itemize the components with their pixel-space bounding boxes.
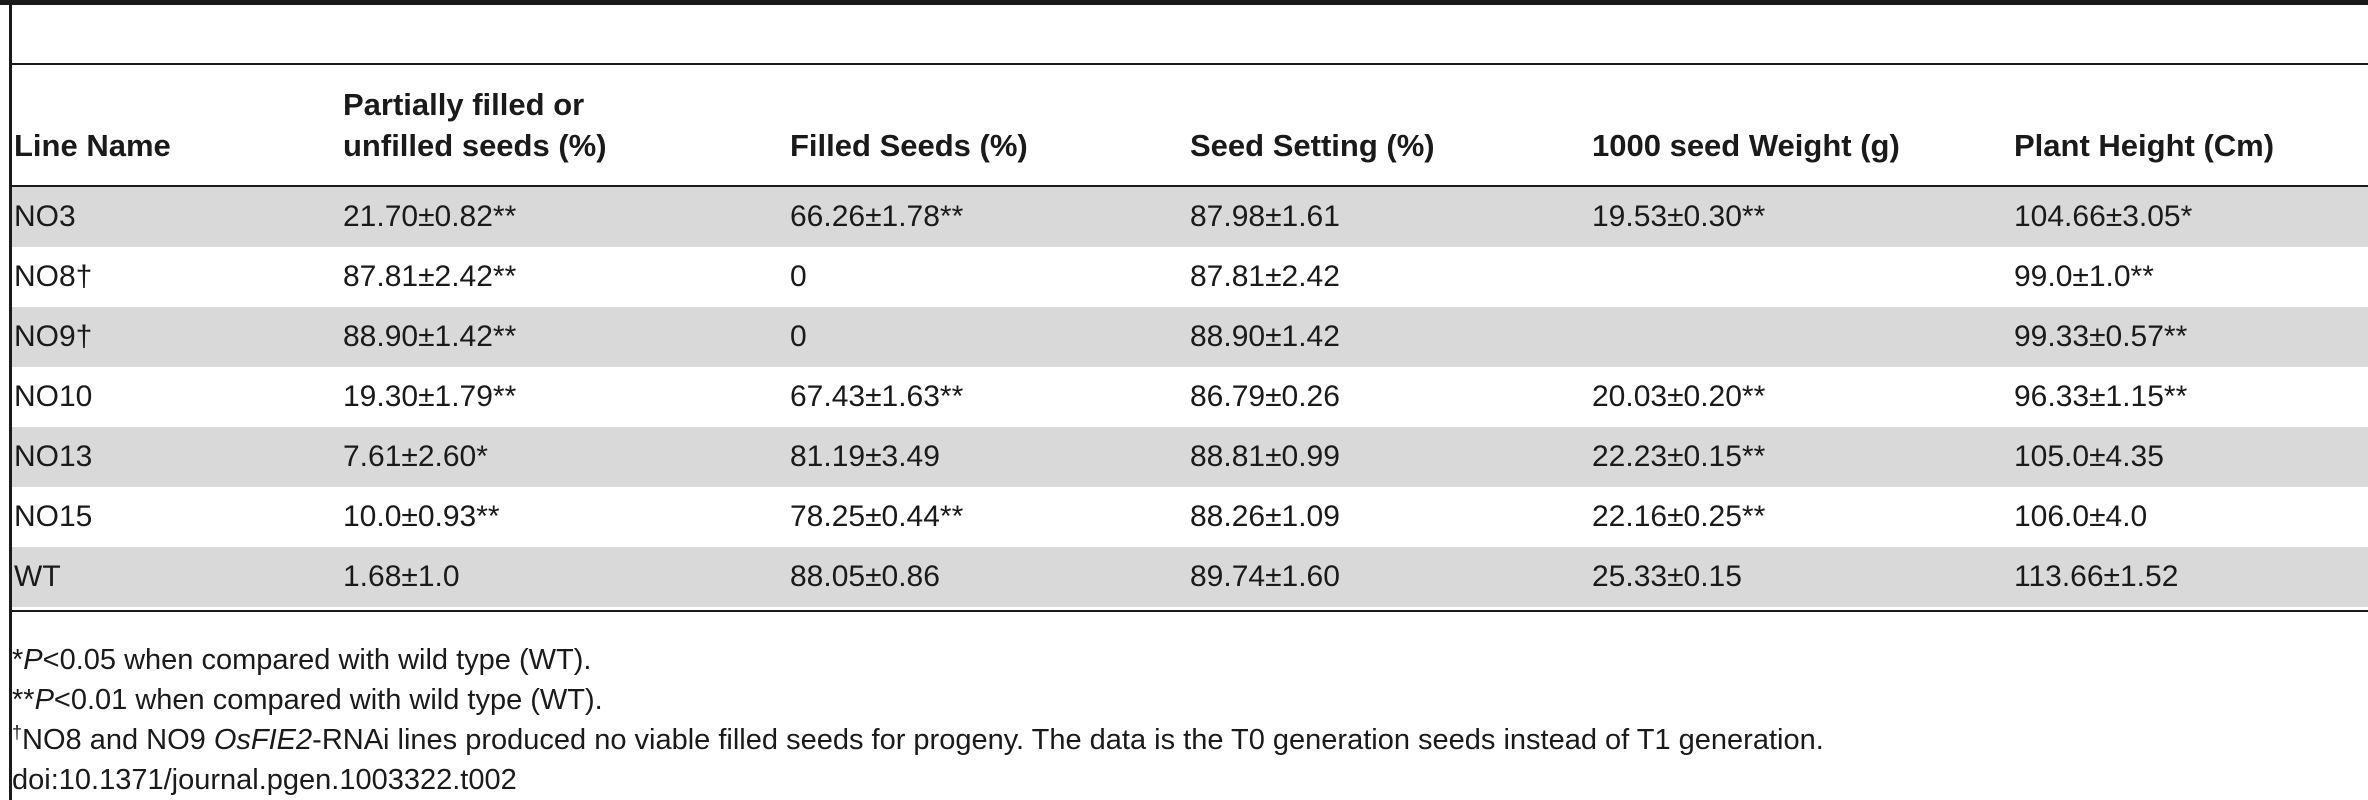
footnote-text: <0.01 when compared with wild type (WT). — [53, 684, 603, 716]
footnote-dagger: †NO8 and NO9 OsFIE2-RNAi lines produced … — [12, 720, 1824, 760]
cell-line-name: NO9† — [14, 320, 93, 353]
cell-filled-seeds: 0 — [790, 260, 807, 293]
header-plant-height: Plant Height (Cm) — [2014, 128, 2275, 163]
cell-filled-seeds: 66.26±1.78** — [790, 200, 964, 233]
table-row: WT 1.68±1.0 88.05±0.86 89.74±1.60 25.33±… — [12, 547, 2368, 607]
table-row: NO15 10.0±0.93** 78.25±0.44** 88.26±1.09… — [12, 487, 2368, 547]
cell-plant-height: 113.66±1.52 — [2014, 560, 2179, 593]
footnote-marker: * — [12, 644, 24, 676]
cell-partially-filled: 21.70±0.82** — [343, 200, 517, 233]
footnote-text: <0.05 when compared with wild type (WT). — [42, 644, 592, 676]
cell-seed-setting: 87.81±2.42 — [1190, 260, 1340, 293]
cell-seed-weight: 22.23±0.15** — [1592, 440, 1766, 473]
cell-filled-seeds: 78.25±0.44** — [790, 500, 964, 533]
footnotes: *P<0.05 when compared with wild type (WT… — [12, 640, 1824, 800]
cell-filled-seeds: 81.19±3.49 — [790, 440, 940, 473]
cell-seed-setting: 88.81±0.99 — [1190, 440, 1340, 473]
footnote-p-symbol: P — [23, 644, 43, 676]
cell-plant-height: 104.66±3.05* — [2014, 200, 2193, 233]
header-partially-filled: Partially filled or unfilled seeds (%) — [343, 87, 607, 163]
doi-link[interactable]: doi:10.1371/journal.pgen.1003322.t002 — [12, 764, 517, 796]
cell-partially-filled: 19.30±1.79** — [343, 380, 517, 413]
header-line-name: Line Name — [14, 128, 171, 163]
header-bottom-rule — [12, 185, 2368, 187]
cell-filled-seeds: 88.05±0.86 — [790, 560, 940, 593]
cell-plant-height: 106.0±4.0 — [2014, 500, 2148, 533]
cell-line-name: NO3 — [14, 200, 76, 233]
cell-partially-filled: 7.61±2.60* — [343, 440, 488, 473]
table-row: NO8† 87.81±2.42** 0 87.81±2.42 99.0±1.0*… — [12, 247, 2368, 307]
header-seed-setting: Seed Setting (%) — [1190, 128, 1435, 163]
footnote-text: -RNAi lines produced no viable filled se… — [312, 724, 1824, 756]
cell-line-name: NO13 — [14, 440, 93, 473]
cell-partially-filled: 88.90±1.42** — [343, 320, 517, 353]
cell-plant-height: 96.33±1.15** — [2014, 380, 2188, 413]
cell-partially-filled: 10.0±0.93** — [343, 500, 500, 533]
header-seed-weight: 1000 seed Weight (g) — [1592, 128, 1900, 163]
cell-line-name: WT — [14, 560, 61, 593]
table-row: NO3 21.70±0.82** 66.26±1.78** 87.98±1.61… — [12, 187, 2368, 247]
cell-partially-filled: 87.81±2.42** — [343, 260, 517, 293]
table-row: NO9† 88.90±1.42** 0 88.90±1.42 99.33±0.5… — [12, 307, 2368, 367]
cell-line-name: NO15 — [14, 500, 93, 533]
footnote-marker: ** — [12, 684, 35, 716]
footnote-text: NO8 and NO9 — [22, 724, 214, 756]
cell-line-name: NO8† — [14, 260, 93, 293]
cell-seed-setting: 86.79±0.26 — [1190, 380, 1340, 413]
footnote-gene-name: OsFIE2 — [213, 724, 313, 756]
footnote-p01: **P<0.01 when compared with wild type (W… — [12, 680, 1824, 720]
footnote-p05: *P<0.05 when compared with wild type (WT… — [12, 640, 1824, 680]
cell-seed-setting: 88.26±1.09 — [1190, 500, 1340, 533]
table-bottom-rule — [12, 610, 2368, 612]
header-filled-seeds: Filled Seeds (%) — [790, 128, 1028, 163]
cell-seed-weight: 19.53±0.30** — [1592, 200, 1766, 233]
cell-plant-height: 99.0±1.0** — [2014, 260, 2154, 293]
cell-plant-height: 99.33±0.57** — [2014, 320, 2188, 353]
footnote-p-symbol: P — [34, 684, 54, 716]
cell-line-name: NO10 — [14, 380, 93, 413]
cell-seed-setting: 88.90±1.42 — [1190, 320, 1340, 353]
cell-seed-setting: 89.74±1.60 — [1190, 560, 1340, 593]
cell-filled-seeds: 0 — [790, 320, 807, 353]
cell-seed-weight: 25.33±0.15 — [1592, 560, 1742, 593]
header-top-rule — [12, 63, 2368, 65]
cell-filled-seeds: 67.43±1.63** — [790, 380, 964, 413]
table-row: NO13 7.61±2.60* 81.19±3.49 88.81±0.99 22… — [12, 427, 2368, 487]
cell-plant-height: 105.0±4.35 — [2014, 440, 2164, 473]
cell-seed-weight: 22.16±0.25** — [1592, 500, 1766, 533]
cell-seed-setting: 87.98±1.61 — [1190, 200, 1340, 233]
left-rule — [9, 0, 12, 800]
top-rule — [0, 0, 2368, 5]
table-row: NO10 19.30±1.79** 67.43±1.63** 86.79±0.2… — [12, 367, 2368, 427]
cell-seed-weight: 20.03±0.20** — [1592, 380, 1766, 413]
table-body: NO3 21.70±0.82** 66.26±1.78** 87.98±1.61… — [12, 187, 2368, 607]
cell-partially-filled: 1.68±1.0 — [343, 560, 460, 593]
footnote-marker: † — [12, 722, 23, 743]
